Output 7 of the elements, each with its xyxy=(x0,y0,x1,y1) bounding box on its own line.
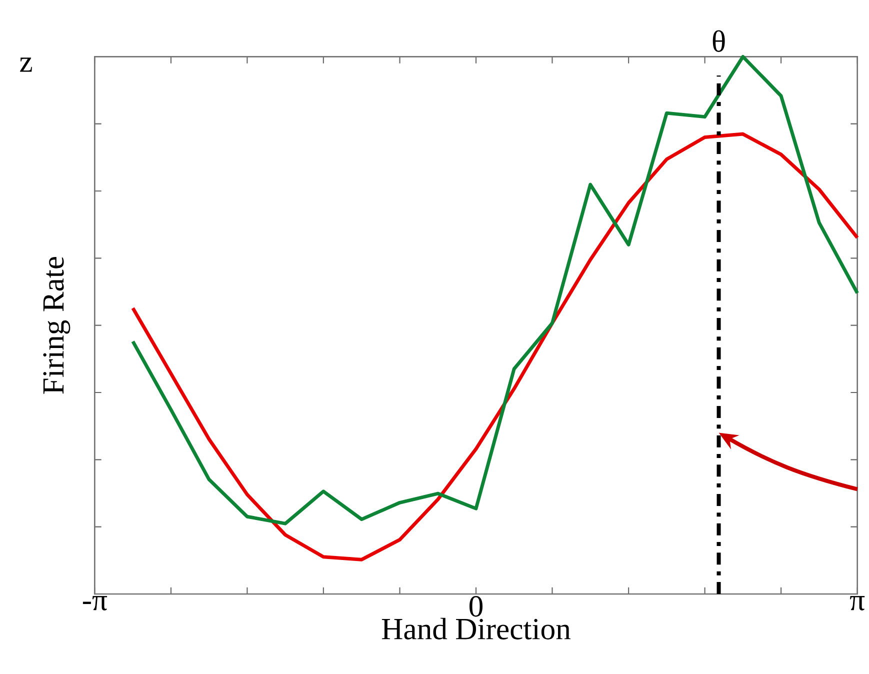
x-tick-label: -π xyxy=(82,596,108,610)
y-axis-title: Firing Rate xyxy=(43,256,70,394)
text: z xyxy=(20,58,32,72)
x-tick-label: π xyxy=(850,596,865,610)
ref-line-label: θ xyxy=(712,30,725,52)
x-tick-label: 0 xyxy=(470,596,483,617)
x-axis-title: Hand Direction xyxy=(382,618,570,640)
